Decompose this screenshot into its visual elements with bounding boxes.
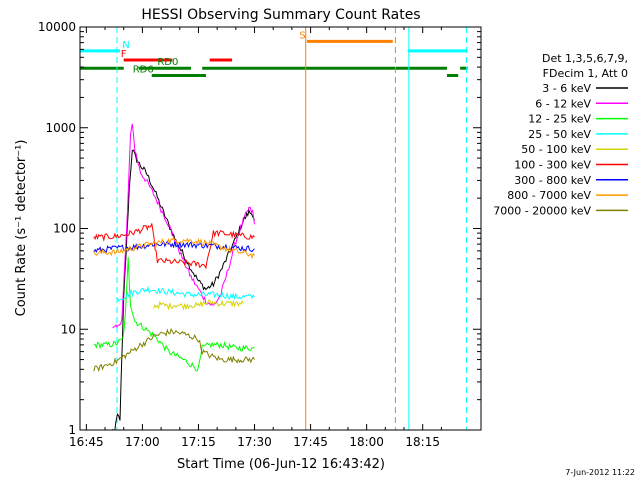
series-line-7	[93, 237, 255, 260]
legend-entry-label: 3 - 6 keV	[542, 82, 591, 95]
x-tick-label: 17:30	[237, 435, 272, 449]
series-line-8	[93, 327, 255, 373]
series-line-5	[93, 223, 255, 270]
series-line-2	[93, 257, 255, 372]
x-tick-label: 17:00	[125, 435, 160, 449]
observing-flags	[80, 39, 468, 78]
legend-title-line-1: Det 1,3,5,6,7,9,	[542, 52, 628, 65]
x-tick-label: 18:00	[349, 435, 384, 449]
series-line-4	[153, 299, 244, 311]
generation-timestamp: 7-Jun-2012 11:22	[565, 468, 635, 477]
legend-entry-label: 7000 - 20000 keV	[493, 204, 591, 217]
y-axis-label: Count Rate (s⁻¹ detector⁻¹)	[14, 140, 29, 317]
y-tick-label: 10	[61, 322, 76, 336]
legend-entry-label: 800 - 7000 keV	[507, 189, 591, 202]
y-tick-label: 1000	[45, 121, 76, 135]
y-tick-label: 100	[53, 222, 76, 236]
x-tick-label: 16:45	[69, 435, 104, 449]
x-tick-label: 17:45	[293, 435, 328, 449]
legend-entry-label: 12 - 25 keV	[528, 113, 591, 126]
legend-entry-label: 6 - 12 keV	[535, 97, 591, 110]
chart-title: HESSI Observing Summary Count Rates	[141, 7, 420, 23]
flag-label-rd0: RD0	[157, 57, 178, 68]
x-tick-label: 18:15	[405, 435, 440, 449]
flag-label-f: F	[121, 49, 127, 60]
x-tick-label: 17:15	[181, 435, 216, 449]
y-tick-label: 10000	[38, 20, 76, 34]
x-axis-ticks: 16:45 17:00 17:15 17:30 17:45 18:00 18:15	[69, 27, 442, 449]
legend-entry-label: 50 - 100 keV	[521, 143, 591, 156]
flag-label-rd6: RD6	[133, 65, 154, 76]
legend: Det 1,3,5,6,7,9, FDecim 1, Att 0 3 - 6 k…	[493, 52, 628, 217]
legend-entry-label: 25 - 50 keV	[528, 128, 591, 141]
x-axis-label: Start Time (06-Jun-12 16:43:42)	[177, 457, 385, 472]
series-line-3	[116, 285, 255, 302]
legend-title-line-2: FDecim 1, Att 0	[543, 67, 628, 80]
flag-label-s: S	[299, 30, 305, 41]
flag-label-n: N	[122, 40, 129, 51]
y-axis-ticks: 1 10 100 1000 10000	[38, 20, 481, 437]
y-tick-label: 1	[68, 423, 76, 437]
legend-entry-label: 100 - 300 keV	[514, 159, 591, 172]
count-rate-series	[93, 123, 255, 430]
series-line-1	[112, 123, 255, 329]
legend-entry-label: 300 - 800 keV	[514, 174, 591, 187]
